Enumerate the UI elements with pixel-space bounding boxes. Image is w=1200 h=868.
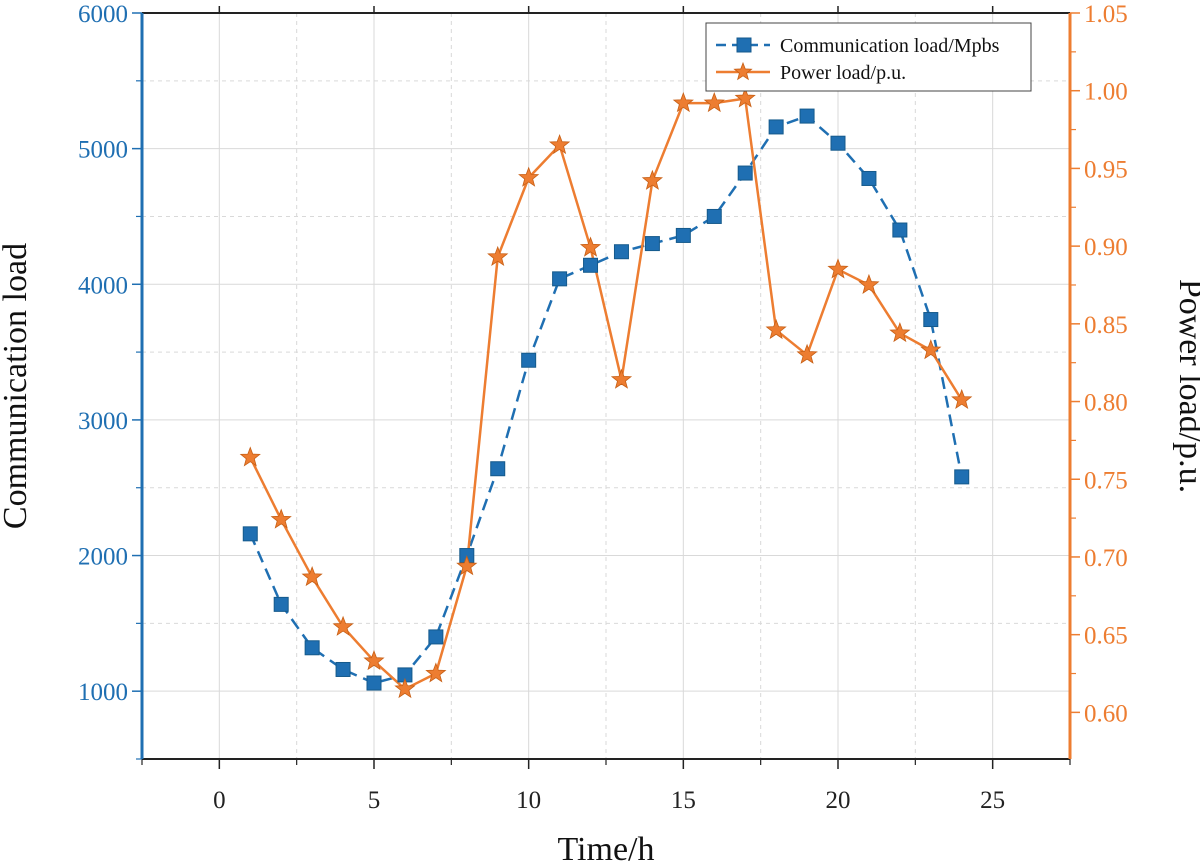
x-tick-label: 25 xyxy=(980,787,1005,814)
communication-load-point xyxy=(861,170,877,186)
left-y-axis-title: Communication load xyxy=(0,243,34,529)
x-axis-title: Time/h xyxy=(557,831,654,868)
right-y-tick-label: 1.05 xyxy=(1084,1,1128,28)
communication-load-point xyxy=(799,108,815,124)
left-y-tick-label: 3000 xyxy=(78,408,128,435)
legend: Communication load/Mpbs Power load/p.u. xyxy=(705,22,1032,92)
right-y-tick-label: 0.75 xyxy=(1084,467,1128,494)
x-tick-label: 15 xyxy=(671,787,696,814)
power-load-point xyxy=(951,388,973,410)
left-y-tick-label: 5000 xyxy=(78,137,128,164)
ticks-layer xyxy=(132,6,1080,769)
legend-power-marker xyxy=(733,61,753,81)
power-load-point xyxy=(518,166,540,187)
power-load-point xyxy=(765,318,787,340)
power-load-point xyxy=(363,649,385,671)
right-y-tick-label: 0.90 xyxy=(1084,234,1128,261)
left-y-tick-label: 1000 xyxy=(78,679,128,706)
power-load-point xyxy=(394,677,416,699)
communication-load-point xyxy=(768,119,784,135)
right-y-tick-label: 0.60 xyxy=(1084,700,1128,727)
power-load-point xyxy=(796,343,818,364)
power-load-point xyxy=(425,662,447,683)
power-load-line xyxy=(249,97,963,691)
power-load-point xyxy=(549,133,571,155)
right-y-tick-label: 0.70 xyxy=(1084,545,1128,572)
right-y-tick-label: 1.00 xyxy=(1084,79,1128,106)
power-load-point xyxy=(239,446,261,467)
communication-load-point xyxy=(830,135,846,151)
power-load-point xyxy=(301,566,323,587)
power-load-point xyxy=(579,236,602,257)
right-y-tick-label: 0.85 xyxy=(1084,312,1128,339)
power-load-point xyxy=(641,169,663,190)
power-load-point xyxy=(734,87,756,108)
communication-load-point xyxy=(242,526,258,542)
legend-communication-marker xyxy=(736,37,752,53)
legend-box xyxy=(705,22,1032,92)
communication-load-point xyxy=(304,640,320,656)
legend-items: Communication load/Mpbs Power load/p.u. xyxy=(716,35,1000,84)
power-load-point xyxy=(270,508,292,529)
communication-load-point xyxy=(706,208,722,224)
communication-load-point xyxy=(675,227,691,243)
power-load-point xyxy=(858,273,880,294)
right-y-tick-label: 0.65 xyxy=(1084,623,1128,650)
power-load-point xyxy=(703,91,725,113)
power-load-point xyxy=(827,258,849,279)
communication-load-point xyxy=(366,675,382,691)
power-load-point xyxy=(487,245,509,267)
power-load-point xyxy=(456,555,478,576)
power-load-point xyxy=(332,615,354,636)
communication-load-point xyxy=(737,165,753,181)
communication-load-point xyxy=(892,222,908,238)
power-load-point xyxy=(610,368,633,389)
communication-load-point xyxy=(490,461,506,477)
communication-load-point xyxy=(428,629,444,645)
x-tick-label: 20 xyxy=(826,787,851,814)
x-tick-label: 0 xyxy=(213,787,226,814)
communication-load-point xyxy=(923,312,939,328)
series-layer xyxy=(239,87,973,699)
communication-load-point xyxy=(552,271,568,287)
x-tick-label: 5 xyxy=(368,787,381,814)
left-y-tick-label: 6000 xyxy=(78,1,128,28)
communication-load-point xyxy=(335,661,351,677)
communication-load-point xyxy=(273,596,289,612)
legend-power-label: Power load/p.u. xyxy=(780,62,906,84)
power-load-point xyxy=(920,339,942,360)
communication-load-point xyxy=(644,236,660,252)
communication-load-point xyxy=(954,469,970,485)
x-tick-label: 10 xyxy=(516,787,541,814)
communication-load-point xyxy=(613,244,629,260)
legend-communication-label: Communication load/Mpbs xyxy=(780,35,1000,57)
right-y-tick-label: 0.80 xyxy=(1084,390,1128,417)
right-y-tick-label: 0.95 xyxy=(1084,156,1128,183)
right-y-axis-title: Power load/p.u. xyxy=(1172,279,1200,493)
left-y-tick-label: 4000 xyxy=(78,272,128,299)
power-load-point xyxy=(889,322,911,343)
power-load-point xyxy=(672,91,694,113)
communication-load-point xyxy=(521,352,537,368)
left-y-tick-label: 2000 xyxy=(78,544,128,571)
communication-load-point xyxy=(583,257,599,273)
labels-layer: 0 5 10 15 20 25 1000 2000 3000 4000 5000 6000 0.60 0.… xyxy=(78,1,1128,814)
